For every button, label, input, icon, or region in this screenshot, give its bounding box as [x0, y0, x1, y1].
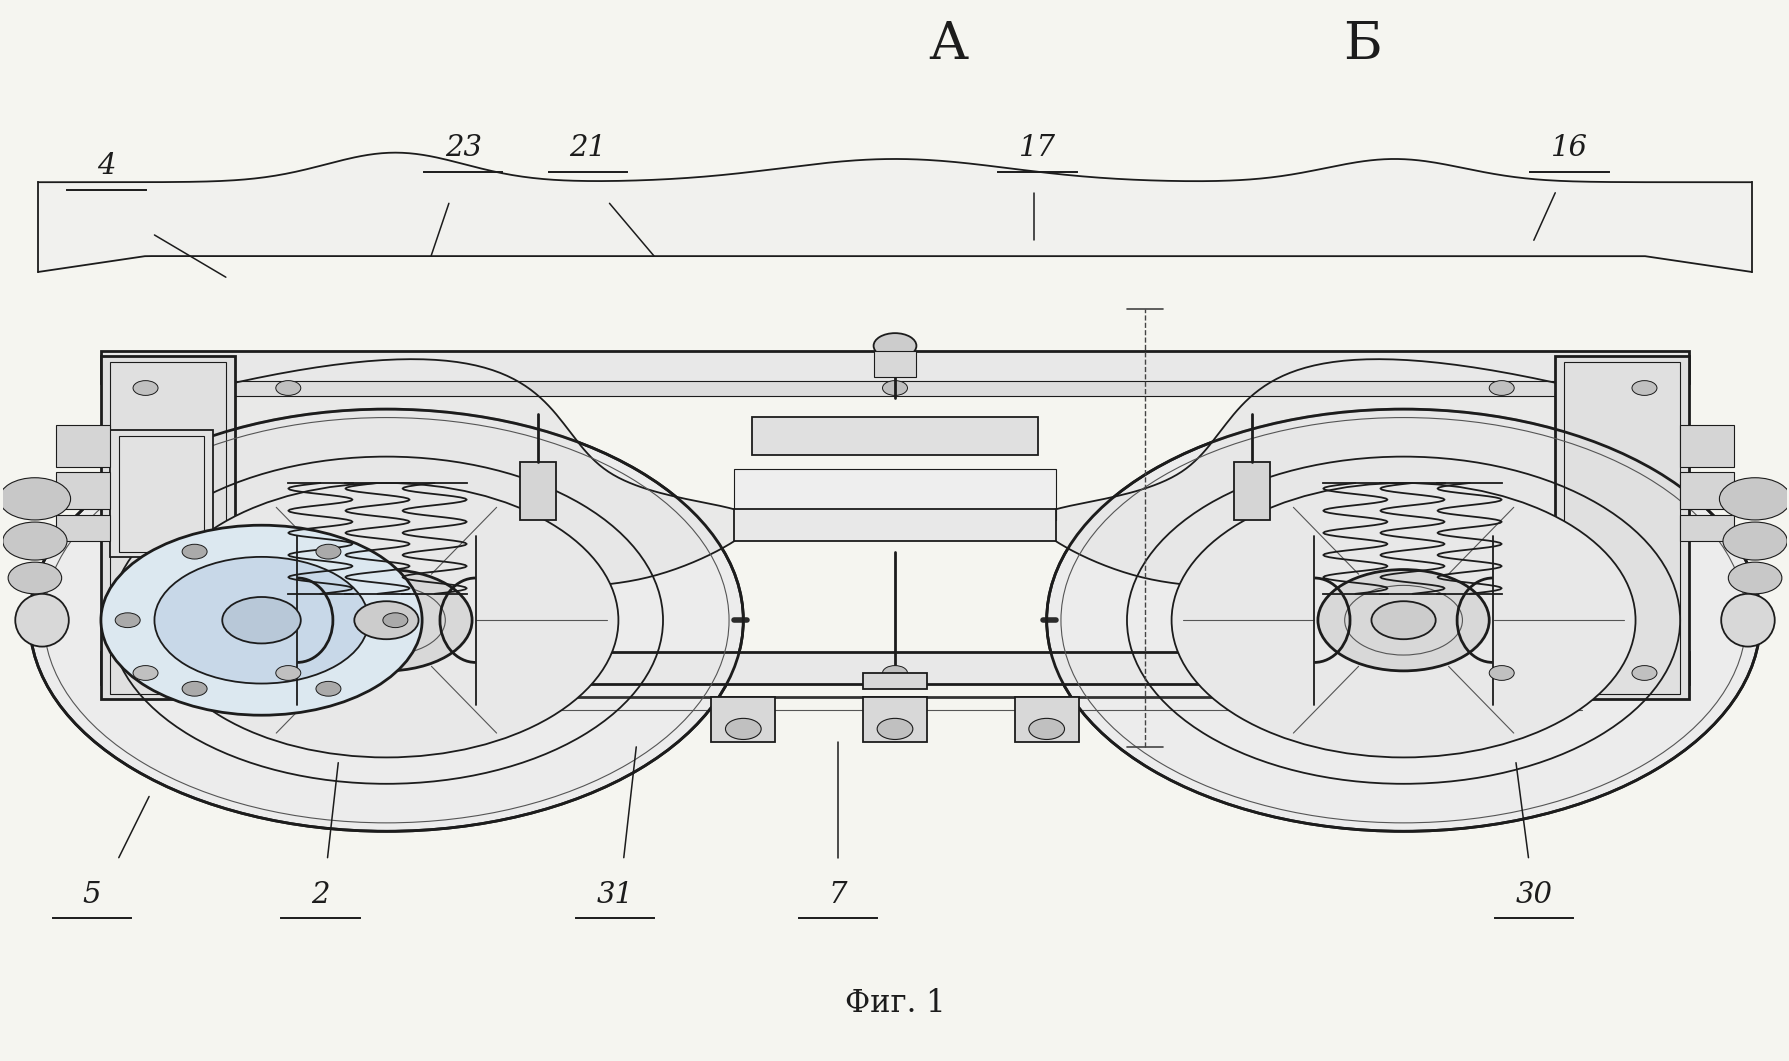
Circle shape — [0, 477, 70, 520]
Circle shape — [154, 483, 617, 758]
Bar — [109, 362, 225, 694]
Circle shape — [1370, 602, 1435, 639]
Circle shape — [1047, 410, 1759, 832]
Bar — [333, 596, 440, 644]
Text: 31: 31 — [596, 881, 633, 908]
Bar — [733, 509, 1056, 541]
Circle shape — [882, 665, 907, 680]
Bar — [1680, 425, 1734, 467]
Circle shape — [1317, 570, 1488, 671]
Circle shape — [4, 522, 66, 560]
Bar — [862, 673, 927, 689]
Circle shape — [877, 718, 912, 740]
Circle shape — [1723, 522, 1785, 560]
Circle shape — [317, 544, 340, 559]
Text: 23: 23 — [444, 135, 481, 162]
Text: 21: 21 — [569, 135, 606, 162]
Circle shape — [182, 681, 208, 696]
Bar — [1680, 472, 1734, 509]
Circle shape — [1728, 562, 1780, 594]
Bar — [1564, 362, 1680, 694]
Text: 7: 7 — [828, 881, 846, 908]
Ellipse shape — [1721, 594, 1773, 646]
Bar — [55, 425, 109, 467]
Circle shape — [1488, 665, 1513, 680]
Bar — [100, 356, 234, 699]
Bar — [1555, 356, 1689, 699]
Circle shape — [30, 410, 742, 832]
Circle shape — [1488, 381, 1513, 396]
Circle shape — [301, 570, 472, 671]
Circle shape — [132, 665, 157, 680]
Bar — [1680, 515, 1734, 541]
Text: Б: Б — [1342, 19, 1381, 70]
Text: 17: 17 — [1018, 135, 1056, 162]
Bar — [733, 469, 1056, 520]
Text: A: A — [928, 19, 968, 70]
Polygon shape — [1038, 360, 1555, 651]
Circle shape — [882, 381, 907, 396]
Bar — [710, 697, 775, 742]
Text: 16: 16 — [1549, 135, 1587, 162]
Bar — [1233, 462, 1268, 520]
Circle shape — [276, 381, 301, 396]
Circle shape — [1632, 665, 1657, 680]
Polygon shape — [38, 153, 1751, 272]
Circle shape — [9, 562, 61, 594]
Circle shape — [873, 333, 916, 359]
Bar — [100, 351, 1689, 383]
Bar — [1349, 596, 1456, 644]
Text: 30: 30 — [1515, 881, 1551, 908]
Text: 2: 2 — [311, 881, 329, 908]
Circle shape — [154, 557, 369, 683]
Circle shape — [100, 525, 422, 715]
Circle shape — [222, 597, 301, 643]
Circle shape — [132, 381, 157, 396]
Bar — [521, 462, 556, 520]
Polygon shape — [234, 360, 751, 651]
Circle shape — [354, 602, 419, 639]
Bar — [100, 381, 1689, 397]
Bar — [1340, 591, 1465, 649]
Ellipse shape — [16, 594, 68, 646]
Bar — [324, 591, 449, 649]
Bar — [862, 697, 927, 742]
Text: 4: 4 — [97, 153, 116, 180]
Circle shape — [1172, 483, 1635, 758]
Text: 5: 5 — [82, 881, 102, 908]
Circle shape — [1029, 718, 1064, 740]
Bar — [118, 435, 204, 552]
Bar — [751, 417, 1038, 454]
Circle shape — [725, 718, 760, 740]
Bar — [55, 515, 109, 541]
Bar — [109, 430, 213, 557]
Bar — [100, 651, 1689, 683]
Bar — [1014, 697, 1079, 742]
Circle shape — [317, 681, 340, 696]
Circle shape — [114, 613, 140, 628]
Bar — [873, 351, 916, 378]
Circle shape — [182, 544, 208, 559]
Circle shape — [383, 613, 408, 628]
Circle shape — [1719, 477, 1789, 520]
Circle shape — [276, 665, 301, 680]
Text: Фиг. 1: Фиг. 1 — [844, 988, 945, 1019]
Bar — [55, 472, 109, 509]
Circle shape — [1632, 381, 1657, 396]
